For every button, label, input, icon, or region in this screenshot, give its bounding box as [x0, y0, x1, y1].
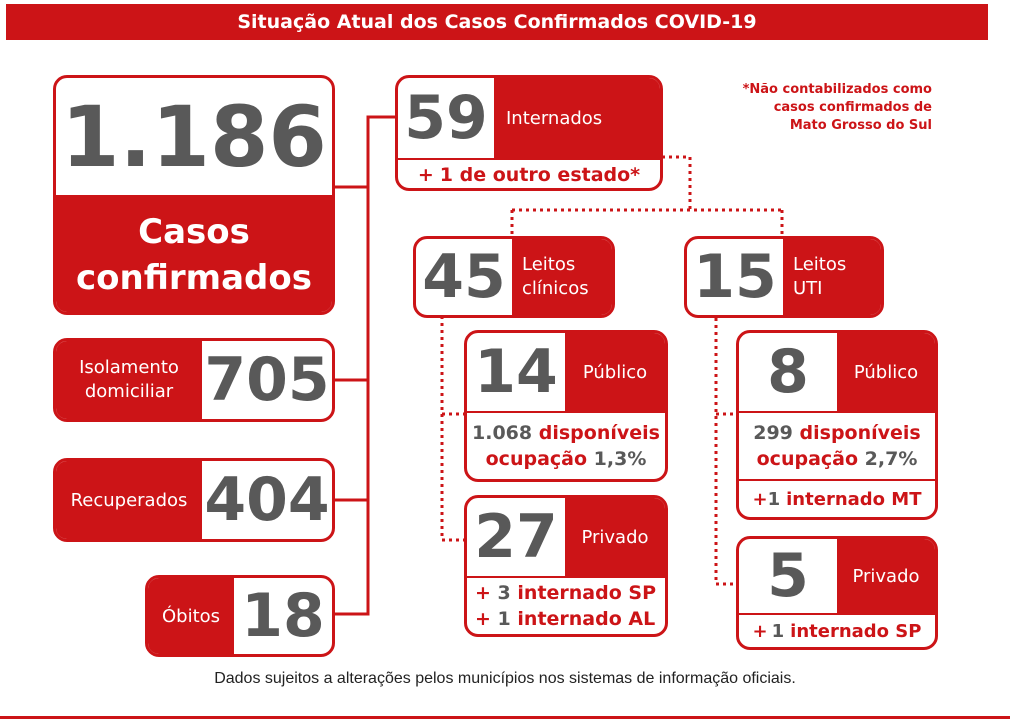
recovered-card: Recuperados 404 — [53, 458, 335, 542]
clinical-private-card: 27 Privado + 3 internado SP + 1 internad… — [464, 495, 668, 637]
clinical-public-count: 14 — [474, 337, 558, 407]
clinical-beds-label: Leitos clínicos — [512, 239, 612, 315]
icu-private-count: 5 — [767, 541, 809, 611]
icu-private-card: 5 Privado + 1 internado SP — [736, 536, 938, 650]
icu-beds-label-line: UTI — [793, 278, 823, 299]
icu-beds-card: 15 Leitos UTI — [684, 236, 884, 318]
hospitalized-count: 59 — [404, 83, 488, 153]
plus-sign: + — [475, 608, 491, 630]
confirmed-label-block: Casos confirmados — [56, 195, 332, 312]
page-title: Situação Atual dos Casos Confirmados COV… — [237, 11, 757, 33]
deaths-label: Óbitos — [148, 578, 234, 654]
icu-beds-label-line: Leitos — [793, 254, 847, 275]
clinical-beds-count: 45 — [422, 242, 506, 312]
hospitalized-extra: + 1 de outro estado* — [398, 160, 660, 188]
clinical-beds-card: 45 Leitos clínicos — [413, 236, 615, 318]
available-count: 1.068 — [472, 422, 533, 444]
plus-sign: + — [752, 488, 768, 510]
deaths-count: 18 — [241, 581, 325, 651]
extra-count: 3 — [497, 582, 511, 604]
icu-beds-label: Leitos UTI — [783, 239, 881, 315]
icu-beds-count: 15 — [693, 242, 777, 312]
card-divider — [739, 613, 935, 615]
note-line: Mato Grosso do Sul — [789, 118, 932, 133]
isolation-label: Isolamento — [79, 357, 179, 378]
clinical-private-label: Privado — [565, 498, 665, 576]
clinical-beds-label-line: clínicos — [522, 278, 589, 299]
isolation-label: domiciliar — [84, 381, 174, 402]
extra-count: 1 — [767, 488, 781, 510]
available-word: disponíveis — [538, 422, 660, 444]
icu-public-extra: + 1 internado MT — [739, 481, 935, 517]
extra-text: internado MT — [786, 488, 922, 510]
header-bar: Situação Atual dos Casos Confirmados COV… — [6, 4, 988, 40]
clinical-public-card: 14 Público 1.068 disponíveis ocupação 1,… — [464, 330, 668, 482]
extra-count: 1 — [497, 608, 511, 630]
occupancy-word: ocupação — [485, 448, 588, 470]
hospitalized-divider — [398, 158, 660, 160]
clinical-private-extra: + 3 internado SP + 1 internado AL — [467, 578, 665, 632]
card-divider — [739, 411, 935, 413]
card-divider — [467, 576, 665, 578]
extra-text: internado SP — [517, 582, 657, 604]
icu-private-label: Privado — [837, 539, 935, 613]
disclaimer-text: Dados sujeitos a alterações pelos municí… — [214, 670, 796, 687]
deaths-card: Óbitos 18 — [145, 575, 335, 657]
available-count: 299 — [753, 422, 793, 444]
plus-sign: + — [417, 164, 434, 186]
home-isolation-card: Isolamento domiciliar 705 — [53, 338, 335, 422]
occupancy-word: ocupação — [756, 448, 859, 470]
icu-public-count: 8 — [767, 337, 809, 407]
note-line: *Não contabilizados como — [742, 82, 932, 97]
note-line: casos confirmados de — [773, 100, 932, 115]
icu-public-availability: 299 disponíveis ocupação 2,7% — [739, 413, 935, 479]
clinical-beds-label-line: Leitos — [522, 254, 576, 275]
plus-sign: + — [475, 582, 491, 604]
hospitalized-label: Internados — [494, 78, 660, 158]
clinical-private-count: 27 — [474, 502, 558, 572]
plus-sign: + — [752, 620, 768, 642]
icu-private-extra: + 1 internado SP — [739, 615, 935, 647]
confirmed-label: confirmados — [76, 258, 312, 298]
footnote-note: *Não contabilizados como casos confirmad… — [700, 81, 932, 135]
card-divider — [739, 479, 935, 481]
hospitalized-card: 59 Internados + 1 de outro estado* — [395, 75, 663, 191]
clinical-public-availability: 1.068 disponíveis ocupação 1,3% — [467, 413, 665, 479]
extra-count: 1 — [771, 620, 785, 642]
extra-text: internado SP — [790, 620, 922, 642]
confirmed-label: Casos — [138, 212, 250, 252]
clinical-public-label: Público — [565, 333, 665, 411]
isolation-count: 705 — [204, 345, 330, 415]
available-word: disponíveis — [799, 422, 921, 444]
hospitalized-extra-text: 1 de outro estado* — [439, 164, 641, 186]
card-divider — [467, 411, 665, 413]
confirmed-count: 1.186 — [61, 87, 327, 186]
confirmed-cases-card: 1.186 Casos confirmados — [53, 75, 335, 315]
recovered-label: Recuperados — [56, 461, 202, 539]
extra-text: internado AL — [517, 608, 656, 630]
isolation-label-block: Isolamento domiciliar — [56, 341, 202, 419]
icu-public-card: 8 Público 299 disponíveis ocupação 2,7% … — [736, 330, 938, 520]
recovered-count: 404 — [204, 465, 330, 535]
occupancy-value: 1,3% — [593, 448, 647, 470]
occupancy-value: 2,7% — [864, 448, 918, 470]
bottom-rule — [0, 716, 1010, 719]
icu-public-label: Público — [837, 333, 935, 411]
